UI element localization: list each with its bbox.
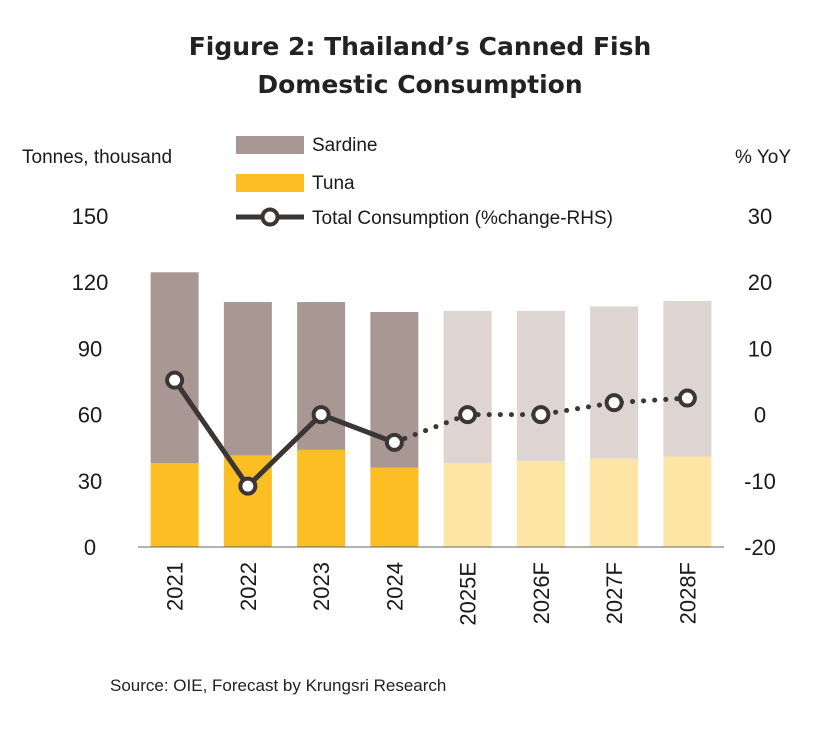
right-tick-label: 0 (754, 403, 766, 428)
legend-swatch-marker (260, 207, 280, 227)
legend: Sardine Tuna Total Consumption (%change-… (236, 135, 613, 229)
x-tick-label-2021: 2021 (163, 562, 188, 611)
legend-swatch-sardine (236, 136, 304, 154)
source-note: Source: OIE, Forecast by Krungsri Resear… (110, 676, 447, 695)
x-axis-labels: 2021 2022 2023 2024 2025E 2026F 2027F 2028F (163, 562, 701, 626)
bar-sardine-2023 (297, 302, 346, 450)
total-consumption-line (165, 370, 697, 496)
bar-tuna-2027F (590, 458, 639, 547)
chart-title-line-1: Figure 2: Thailand’s Canned Fish (188, 32, 652, 61)
left-tick-label: 60 (78, 403, 102, 428)
right-tick-label: 10 (748, 336, 772, 361)
bar-tuna-2021 (150, 463, 199, 547)
bar-sardine-2021 (150, 272, 199, 464)
line-point-2024 (384, 432, 404, 452)
line-point-2027F (604, 393, 624, 413)
x-tick-label-2025E: 2025E (456, 562, 481, 626)
x-tick-label-2024: 2024 (382, 562, 407, 611)
x-tick-label-2022: 2022 (236, 562, 261, 611)
bar-tuna-2023 (297, 449, 346, 547)
bar-tuna-2028F (663, 456, 712, 547)
left-axis-title: Tonnes, thousand (22, 147, 172, 168)
bar-sardine-2022 (223, 302, 272, 456)
line-point-2026F (531, 405, 551, 425)
x-tick-label-2026F: 2026F (529, 562, 554, 624)
left-tick-label: 120 (72, 270, 109, 295)
right-tick-label: 30 (748, 204, 772, 229)
line-actual-segment (172, 378, 396, 489)
right-tick-label: -10 (744, 469, 776, 494)
chart-title: Figure 2: Thailand’s Canned Fish Domesti… (120, 28, 720, 104)
legend-label-sardine: Sardine (312, 135, 378, 156)
bar-tuna-2025E (443, 463, 492, 547)
line-point-2023 (311, 405, 331, 425)
bar-sardine-2025E (443, 310, 492, 464)
bar-sardine-2027F (590, 306, 639, 459)
left-tick-label: 0 (84, 535, 96, 560)
line-point-2028F (677, 388, 697, 408)
left-tick-label: 90 (78, 336, 102, 361)
x-tick-label-2028F: 2028F (675, 562, 700, 624)
legend-label-tuna: Tuna (312, 173, 355, 194)
line-point-2021 (165, 370, 185, 390)
line-point-2022 (238, 476, 258, 496)
chart-title-line-2: Domestic Consumption (257, 70, 583, 99)
legend-label-total: Total Consumption (%change-RHS) (312, 208, 613, 229)
x-tick-label-2027F: 2027F (602, 562, 627, 624)
right-tick-label: -20 (744, 535, 776, 560)
left-tick-label: 30 (78, 469, 102, 494)
bars (150, 272, 712, 547)
right-axis-ticks: -20 -10 0 10 20 30 (744, 204, 776, 560)
bar-tuna-2024 (370, 467, 419, 547)
legend-swatch-tuna (236, 174, 304, 192)
right-axis-title: % YoY (735, 147, 791, 168)
right-tick-label: 20 (748, 270, 772, 295)
left-axis-ticks: 0 30 60 90 120 150 (72, 204, 109, 560)
left-tick-label: 150 (72, 204, 109, 229)
bar-sardine-2028F (663, 300, 712, 457)
bar-sardine-2026F (516, 310, 565, 461)
bar-tuna-2026F (516, 460, 565, 547)
line-point-2025E (458, 405, 478, 425)
x-tick-label-2023: 2023 (309, 562, 334, 611)
